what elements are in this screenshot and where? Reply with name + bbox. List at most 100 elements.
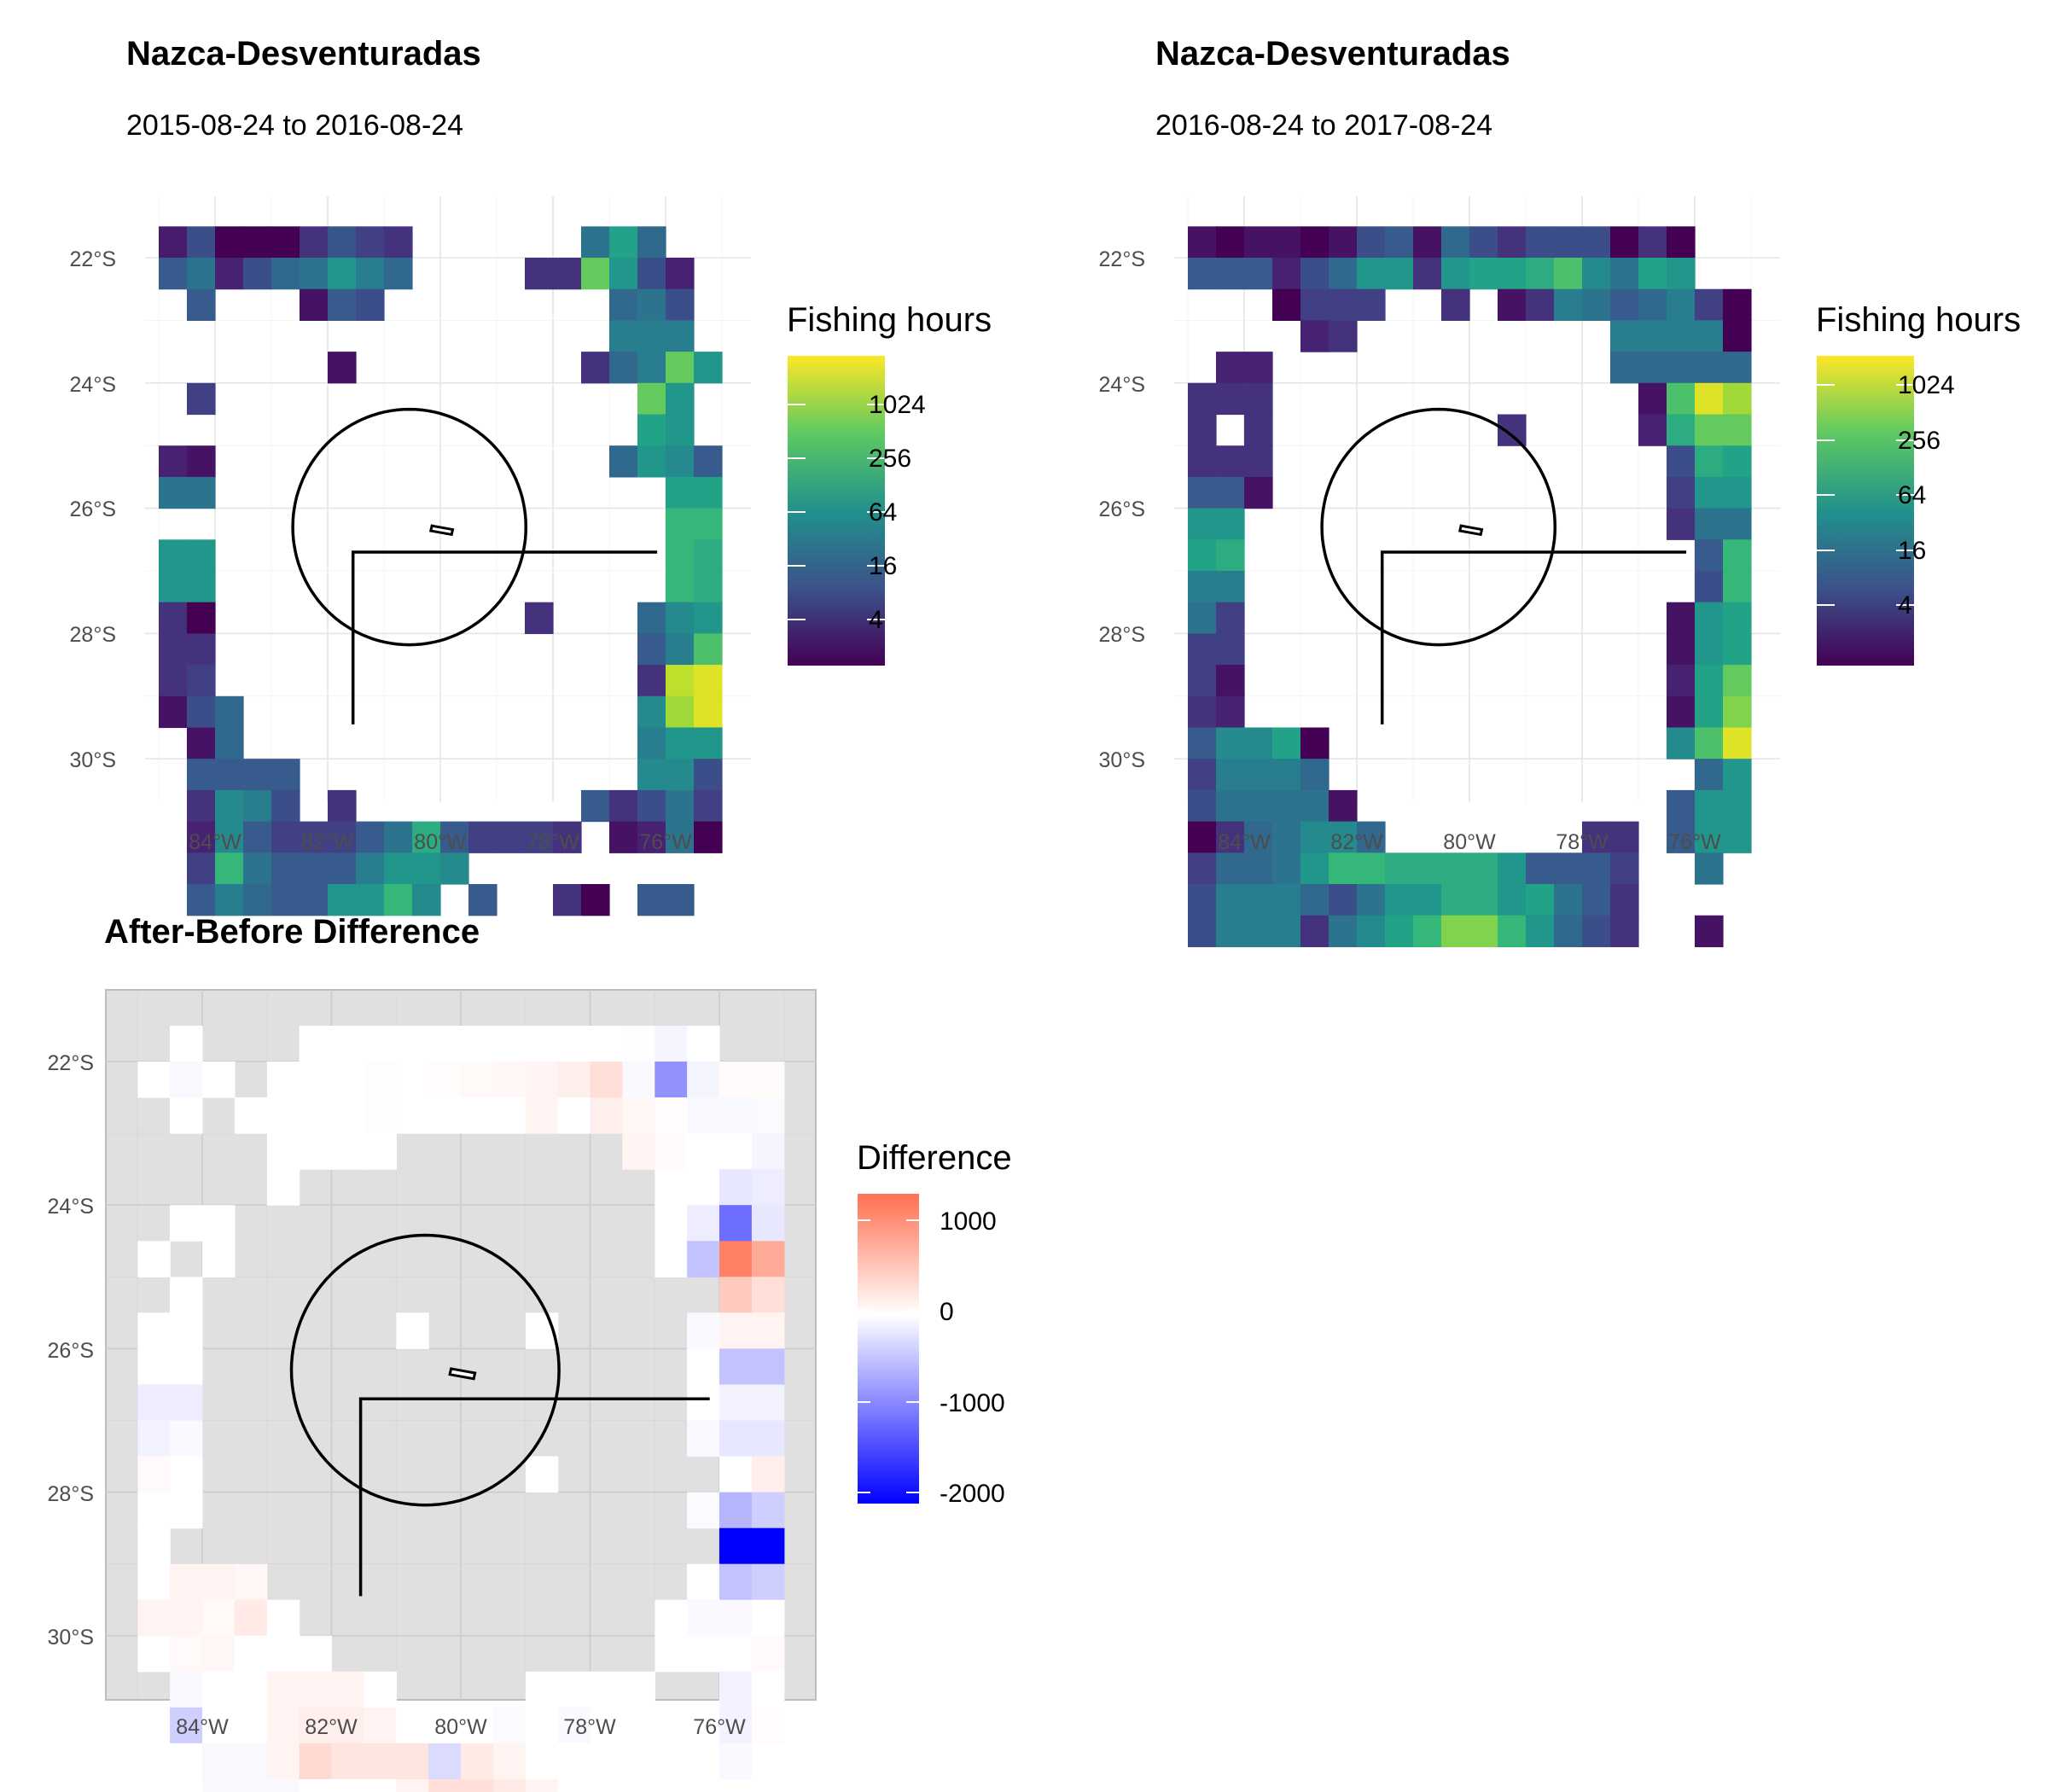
heatmap-cell [234,1671,268,1708]
heatmap-cell [137,1062,171,1098]
legend-after-break-4: 4 [1898,591,1912,620]
heatmap-cell [637,226,666,259]
heatmap-cell [331,1671,364,1708]
heatmap-cell [137,1492,171,1529]
heatmap-cell [1469,852,1498,885]
heatmap-cell [243,821,272,853]
heatmap-cell [159,602,188,634]
heatmap-cell [1357,258,1386,290]
heatmap-cell [300,288,329,321]
heatmap-cell [557,1026,591,1062]
heatmap-cell [1216,821,1245,853]
heatmap-cell [1272,727,1301,759]
heatmap-cell [1216,258,1245,290]
heatmap-cell [1329,320,1358,352]
heatmap-cell [1695,382,1724,416]
heatmap-cell [719,1205,753,1242]
heatmap-cell [581,789,610,823]
heatmap-cell [1272,821,1301,853]
heatmap-cell [187,759,216,791]
heatmap-cell [1638,320,1667,352]
heatmap-cell [1188,571,1217,603]
heatmap-cell [590,1026,623,1062]
heatmap-cell [137,1312,171,1349]
heatmap-cell [525,821,554,853]
heatmap-cell [137,1456,171,1493]
heatmap-cell [243,852,272,885]
heatmap-cell [202,1241,236,1277]
heatmap-cell [202,1563,236,1601]
heatmap-cell [1695,915,1724,947]
heatmap-cell [637,759,666,791]
heatmap-cell [1441,852,1470,885]
heatmap-cell [1272,884,1301,916]
heatmap-cell [666,445,695,478]
heatmap-cell [1244,821,1273,853]
heatmap-cell [299,1707,333,1744]
heatmap-cell [1695,633,1724,666]
heatmap-cell [428,1062,462,1098]
y-tick-24s: 24°S [48,1195,94,1219]
heatmap-cell [719,1312,753,1349]
heatmap-cell [1526,226,1555,259]
heatmap-cell [412,884,441,916]
heatmap-cell [1272,258,1301,290]
heatmap-cell [1667,382,1696,416]
heatmap-cell [137,1779,171,1792]
heatmap-cell [1300,727,1329,759]
heatmap-cell [666,352,695,384]
heatmap-cell [1329,789,1358,823]
heatmap-cell [1385,852,1414,885]
heatmap-cell [751,1097,785,1134]
heatmap-cell [581,258,610,290]
heatmap-cell [271,884,300,916]
heatmap-cell [751,1312,785,1349]
heatmap-cell [1216,695,1245,729]
heatmap-cell [1244,476,1273,509]
heatmap-cell [622,1743,655,1780]
panel-before-heatmap [159,226,723,916]
heatmap-cell [1244,226,1273,259]
heatmap-cell [1216,602,1245,634]
heatmap-cell [364,1779,397,1792]
heatmap-cell [1300,320,1329,352]
heatmap-cell [1695,821,1724,853]
heatmap-cell [1413,884,1442,916]
heatmap-cell [687,1097,720,1134]
heatmap-cell [609,258,638,290]
legend-difference-break-minus-1000: -1000 [940,1389,1005,1417]
heatmap-cell [525,1097,559,1134]
heatmap-cell [187,602,216,634]
heatmap-cell [637,821,666,853]
heatmap-cell [525,1026,559,1062]
heatmap-cell [202,1671,236,1708]
heatmap-cell [396,1779,429,1792]
heatmap-cell [187,821,216,853]
heatmap-cell [356,288,385,321]
heatmap-cell [719,1456,753,1493]
heatmap-cell [655,1097,688,1134]
heatmap-cell [266,1671,300,1708]
heatmap-cell [719,1062,753,1098]
island-outline [448,1367,477,1381]
heatmap-cell [412,821,441,853]
heatmap-cell [1357,852,1386,885]
y-tick-30s: 30°S [48,1626,94,1649]
heatmap-cell [1526,258,1555,290]
heatmap-cell [396,1312,429,1349]
heatmap-cell [1300,759,1329,791]
heatmap-cell [1216,759,1245,791]
heatmap-cell [1610,884,1639,916]
heatmap-cell [1695,445,1724,478]
y-tick-28s: 28°S [1099,623,1145,647]
heatmap-cell [751,1348,785,1385]
y-tick-22s: 22°S [48,1051,94,1075]
heatmap-cell [215,884,244,916]
heatmap-cell [719,1420,753,1457]
heatmap-cell [1526,288,1555,321]
panel-before: Nazca-Desventuradas 2015-08-24 to 2016-0… [70,35,992,916]
panel-difference-x-axis: 84°W 82°W 80°W 78°W 76°W [176,1715,746,1739]
panel-difference-boundaries [289,1233,710,1597]
heatmap-cell [1723,539,1752,572]
heatmap-cell [187,789,216,823]
